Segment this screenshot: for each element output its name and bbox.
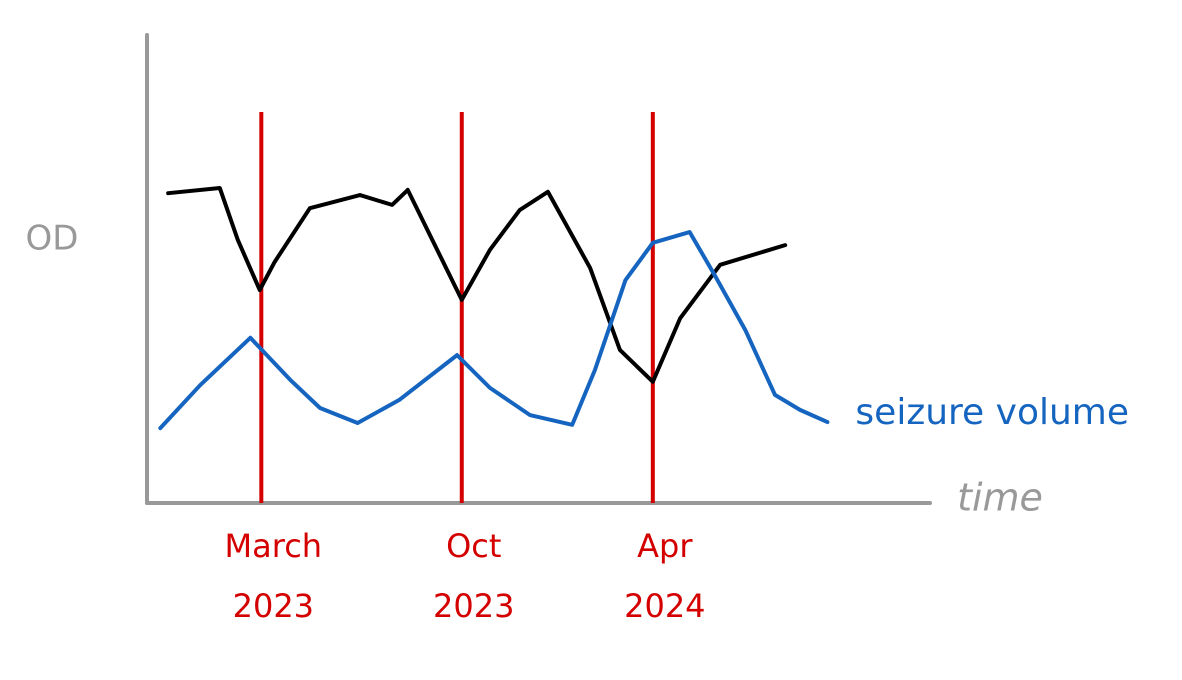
- x-axis-label: time: [957, 476, 1043, 520]
- data-line: [158, 230, 830, 431]
- data-line: [166, 186, 788, 384]
- event-label: 2023: [233, 587, 314, 625]
- series-label: seizure volume: [855, 392, 1129, 433]
- event-label: 2024: [624, 587, 705, 625]
- event-label: 2023: [433, 587, 514, 625]
- event-label: Apr: [637, 527, 693, 565]
- event-label: Oct: [446, 527, 501, 565]
- y-axis-label: OD: [26, 219, 79, 259]
- event-label: March: [225, 527, 323, 565]
